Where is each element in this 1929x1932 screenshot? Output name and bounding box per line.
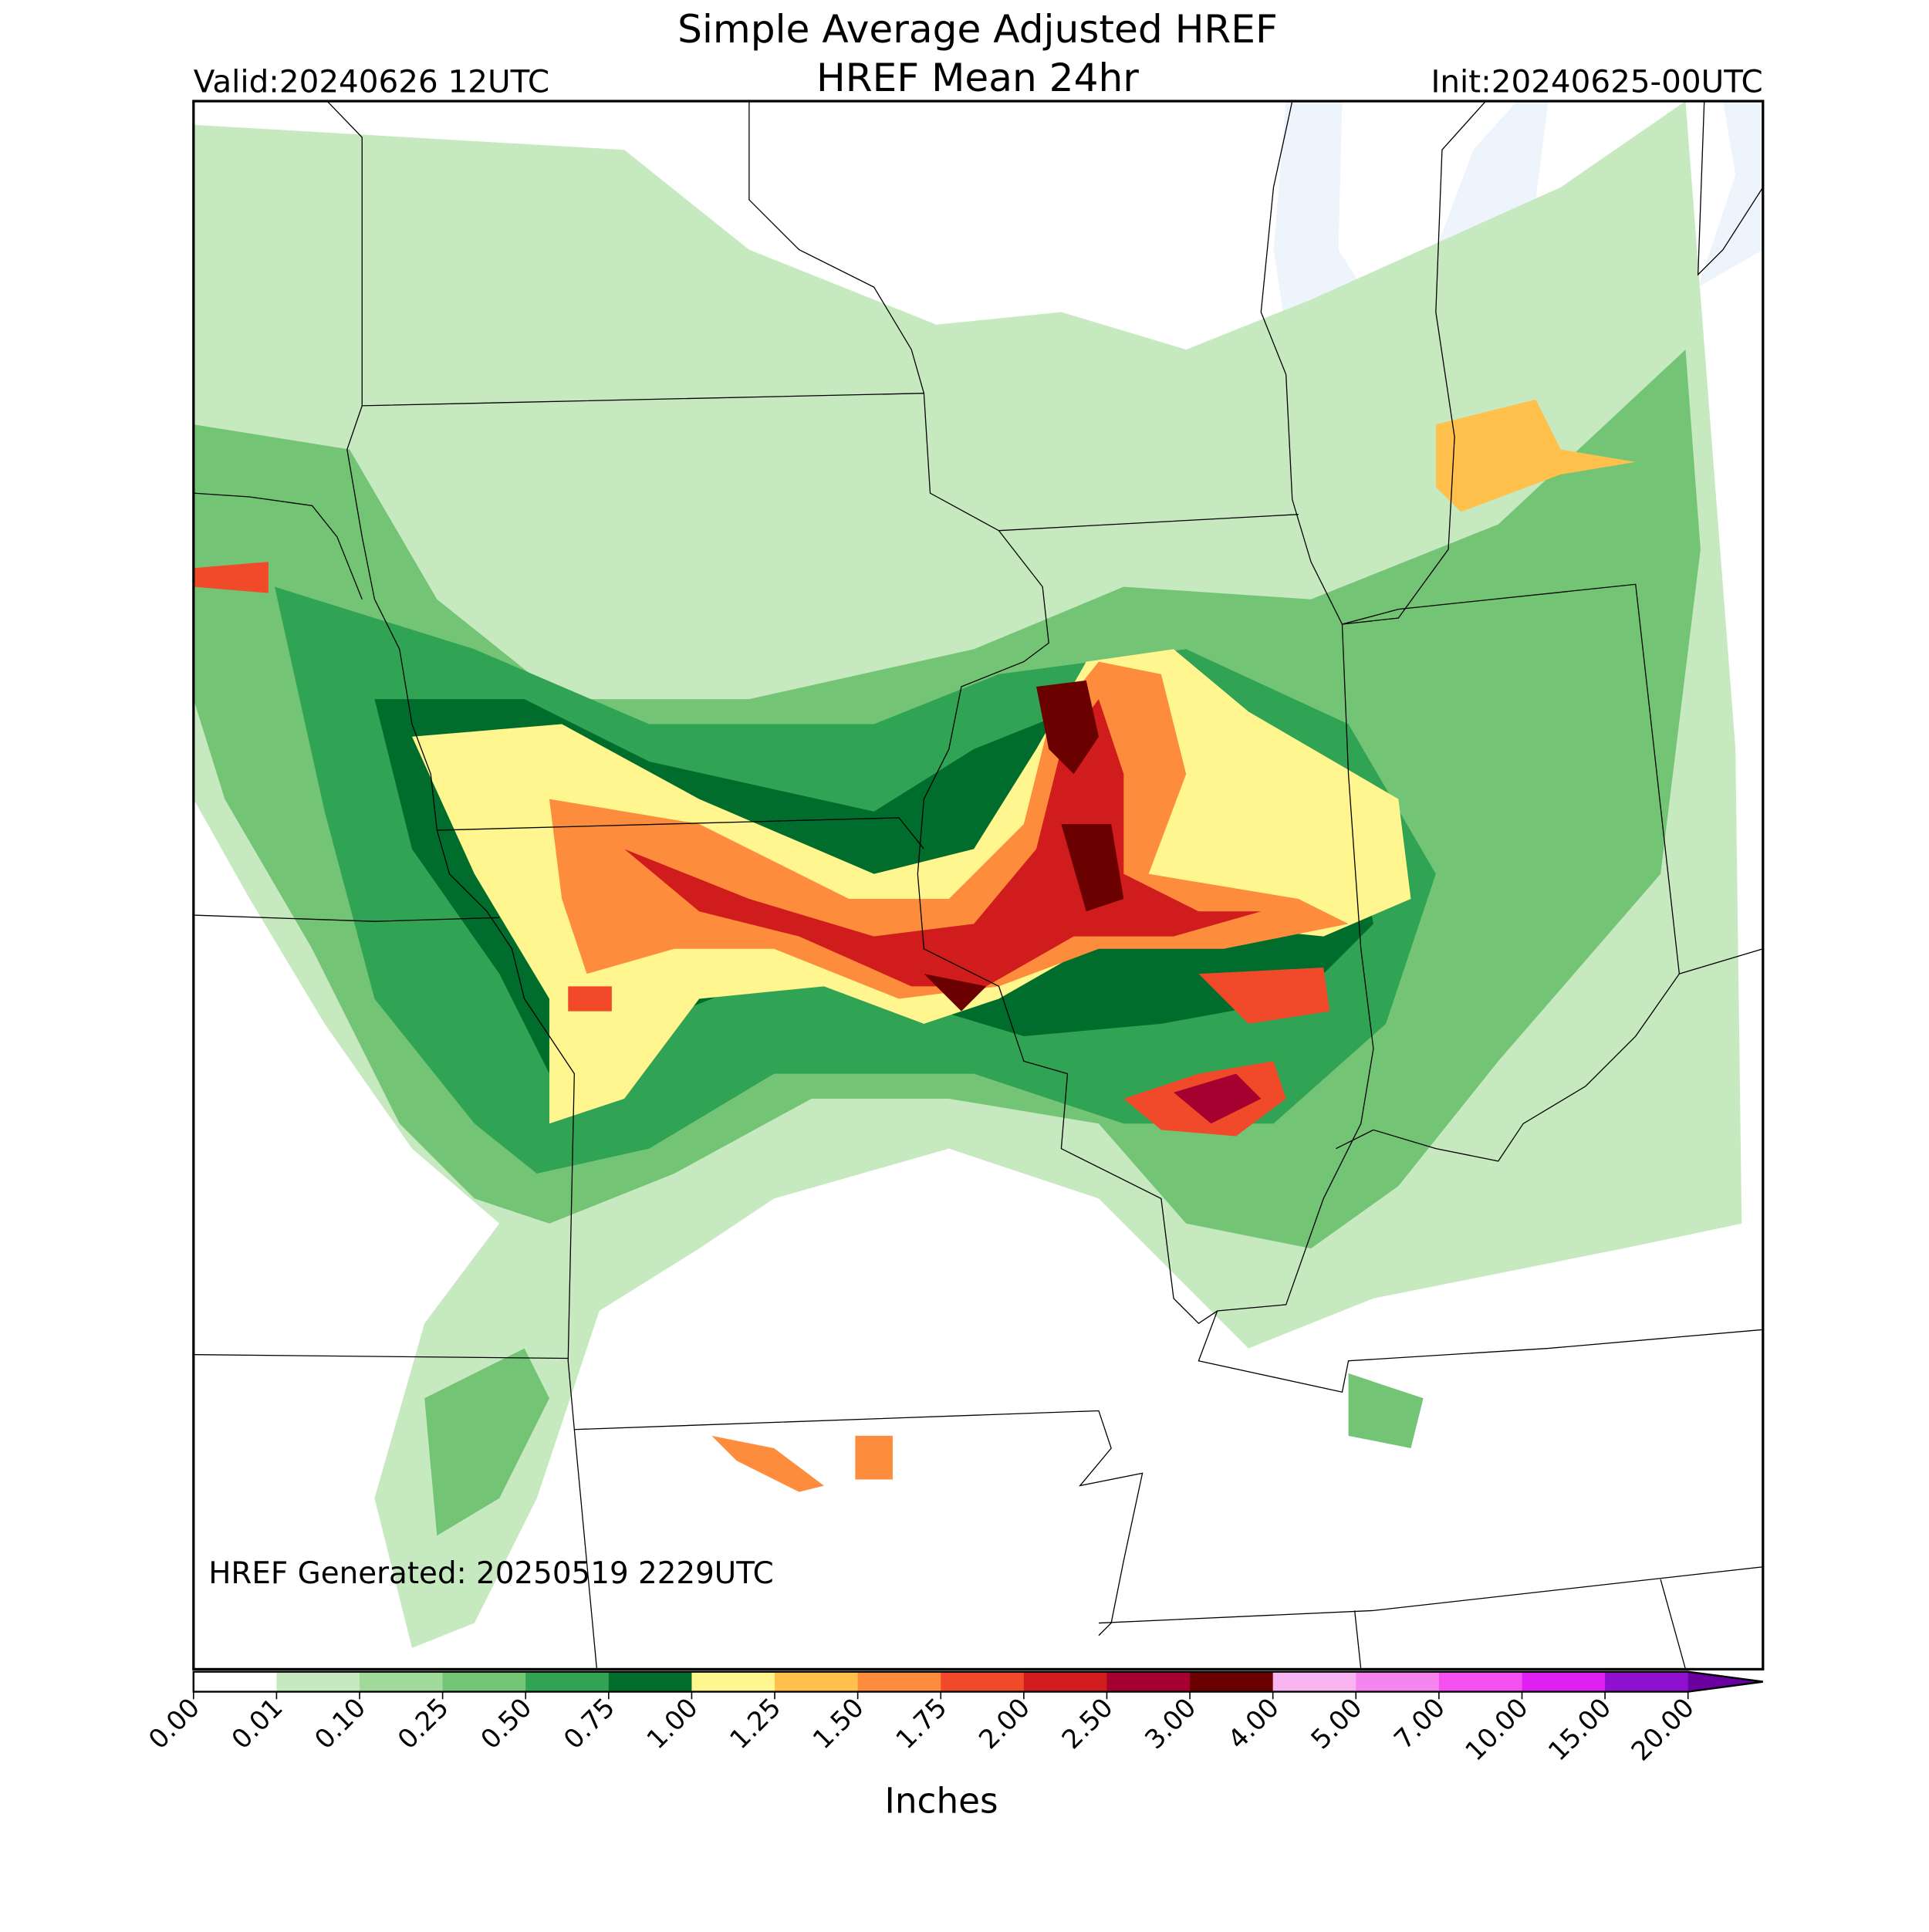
colorbar-tick-label: 0.25	[392, 1692, 455, 1755]
generated-note: HREF Generated: 20250519 2229UTC	[208, 1556, 774, 1591]
colorbar-segment	[775, 1671, 859, 1692]
colorbar-segment	[442, 1671, 526, 1692]
colorbar-segment	[1438, 1671, 1522, 1692]
colorbar-segment	[857, 1671, 941, 1692]
colorbar-segment	[608, 1671, 692, 1692]
colorbar-segment	[360, 1671, 444, 1692]
colorbar-tick-label: 0.10	[309, 1692, 372, 1755]
colorbar-tick-label: 3.00	[1139, 1692, 1202, 1755]
colorbar-tick-label: 0.50	[475, 1692, 539, 1755]
precip-field	[193, 101, 1763, 1648]
init-time: Init:20240625-00UTC	[1431, 63, 1762, 100]
state-borders	[193, 100, 1764, 1670]
colorbar-segment	[525, 1671, 610, 1692]
colorbar-tick-label: 1.50	[807, 1692, 870, 1755]
colorbar-segment	[691, 1671, 775, 1692]
colorbar-segment	[1605, 1671, 1689, 1692]
colorbar-segment	[1356, 1671, 1440, 1692]
colorbar-extend	[1687, 1671, 1763, 1692]
colorbar-tick-label: 0.00	[143, 1692, 206, 1755]
colorbar-segment	[1023, 1671, 1107, 1692]
map-frame	[192, 100, 1765, 1671]
colorbar-outline	[192, 1670, 1763, 1693]
colorbar-segment	[193, 1671, 277, 1692]
colorbar-tick-label: 7.00	[1388, 1692, 1451, 1755]
colorbar-label: Inches	[884, 1781, 998, 1822]
colorbar-segment	[1106, 1671, 1191, 1692]
colorbar-tick-label: 2.50	[1056, 1692, 1120, 1755]
valid-time: Valid:20240626 12UTC	[194, 63, 549, 100]
colorbar-tick-label: 10.00	[1460, 1692, 1535, 1767]
colorbar-tick-label: 0.75	[558, 1692, 621, 1755]
colorbar-segment	[941, 1671, 1025, 1692]
colorbar-tick-label: 1.25	[724, 1692, 787, 1755]
colorbar-segment	[1272, 1671, 1356, 1692]
title: Simple Average Adjusted HREF	[677, 6, 1278, 52]
colorbar-tick-label: 2.00	[973, 1692, 1036, 1755]
colorbar-tick-label: 5.00	[1306, 1692, 1369, 1755]
colorbar-tick-label: 4.00	[1222, 1692, 1285, 1755]
map	[192, 100, 1765, 1671]
colorbar-tick-label: 0.01	[226, 1692, 289, 1755]
subtitle: HREF Mean 24hr	[816, 55, 1139, 100]
colorbar-segment	[276, 1671, 360, 1692]
colorbar: 0.00 0.01 0.10 0.25 0.50 0.75 1.00 1.25 1.50 1.75…	[143, 1670, 1763, 1767]
colorbar-tick-label: 15.00	[1542, 1692, 1617, 1767]
colorbar-tick-label: 1.75	[890, 1692, 954, 1755]
colorbar-tick-label: 1.00	[641, 1692, 704, 1755]
colorbar-tick-label: 20.00	[1626, 1692, 1701, 1767]
colorbar-segment	[1522, 1671, 1606, 1692]
colorbar-segment	[1190, 1671, 1274, 1692]
